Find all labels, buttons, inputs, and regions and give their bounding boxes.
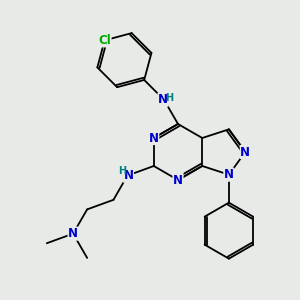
- Text: N: N: [158, 93, 168, 106]
- Text: N: N: [68, 227, 78, 240]
- Text: N: N: [149, 131, 159, 145]
- Text: H: H: [118, 166, 127, 176]
- Text: H: H: [165, 93, 173, 103]
- Text: N: N: [240, 146, 250, 158]
- Text: Cl: Cl: [98, 34, 111, 47]
- Text: N: N: [173, 173, 183, 187]
- Text: N: N: [224, 168, 234, 181]
- Text: N: N: [123, 169, 134, 182]
